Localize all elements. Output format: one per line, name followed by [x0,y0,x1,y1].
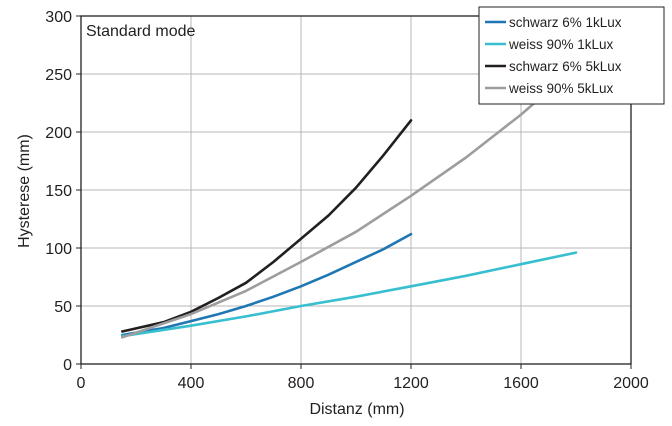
x-tick-label: 800 [288,375,315,392]
axis-ticks: 0 400 800 1200 1600 2000 0 50 100 150 200 250 300 [45,9,649,392]
series-line-4 [121,72,570,339]
legend-box [478,6,665,105]
annotation-standard-mode: Standard mode [86,23,196,40]
y-tick-label: 300 [45,9,72,26]
x-tick-label: 2000 [613,375,649,392]
x-tick-label: 0 [77,375,86,392]
series-line-1 [121,232,413,337]
x-tick-label: 400 [178,375,205,392]
series-lines [121,72,578,339]
y-tick-label: 50 [54,299,72,316]
x-tick-label: 1200 [393,375,429,392]
legend-label: schwarz 6% 1kLux [509,15,622,30]
x-tick-label: 1600 [503,375,539,392]
y-tick-label: 100 [45,241,72,258]
legend-label: weiss 90% 1kLux [508,37,614,52]
y-axis-title: Hysterese (mm) [16,134,33,248]
y-tick-label: 0 [63,357,72,374]
legend-items: schwarz 6% 1kLux weiss 90% 1kLux schwarz 6… [485,15,622,96]
series-line-2 [121,251,578,338]
y-tick-label: 200 [45,125,72,142]
x-axis-title: Distanz (mm) [309,401,404,418]
y-tick-label: 150 [45,183,72,200]
legend-label: schwarz 6% 5kLux [509,59,622,74]
series-line-3 [121,119,413,333]
legend-label: weiss 90% 5kLux [508,81,614,96]
y-tick-label: 250 [45,67,72,84]
legend: schwarz 6% 1kLux weiss 90% 1kLux schwarz 6… [478,6,665,105]
